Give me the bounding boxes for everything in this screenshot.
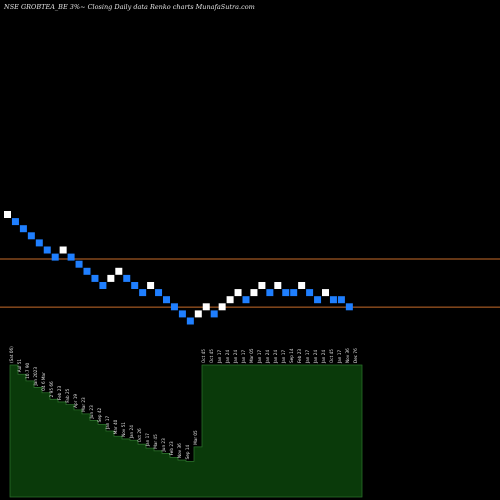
price-label: Oct 45: [329, 349, 334, 363]
renko-brick: [329, 296, 337, 304]
renko-brick: [147, 282, 155, 289]
price-label: 04 6 Mar: [41, 372, 46, 391]
renko-brick: [35, 239, 43, 247]
renko-brick: [210, 310, 218, 318]
renko-brick: [115, 267, 123, 275]
price-label: Jan 17: [241, 350, 246, 364]
price-label: Feb 23: [57, 386, 62, 400]
price-label: 10.7 90: [25, 363, 30, 379]
renko-brick: [345, 303, 353, 311]
price-label: Jan 24: [313, 350, 318, 364]
renko-brick: [226, 296, 234, 304]
renko-brick: [234, 289, 242, 297]
price-label: Sep 14: [289, 348, 294, 363]
price-label: Apr 19: [73, 394, 78, 408]
renko-brick: [306, 289, 314, 297]
price-label: Sep 14: [185, 444, 190, 459]
renko-brick: [99, 282, 107, 289]
renko-brick: [298, 282, 306, 289]
price-label: Jan 17: [145, 433, 150, 447]
renko-brick: [170, 303, 178, 311]
renko-brick: [123, 274, 131, 282]
renko-brick: [19, 225, 27, 233]
price-label: Jan 24: [129, 425, 134, 439]
price-label: Jan 24: [265, 350, 270, 364]
price-label: Jan 24: [321, 350, 326, 364]
price-label: Nov 36: [177, 443, 182, 458]
price-label: Jan 2023: [33, 367, 38, 387]
renko-brick: [67, 253, 75, 261]
renko-brick: [266, 289, 274, 297]
renko-brick: [186, 317, 194, 325]
price-label: Aul 51: [17, 359, 22, 373]
renko-brick: [218, 303, 226, 311]
renko-brick: [250, 289, 258, 297]
renko-brick: [337, 296, 345, 304]
renko-brick: [178, 310, 186, 318]
price-label: Nov 36: [345, 348, 350, 363]
price-label: Feb 23: [169, 441, 174, 455]
price-label: Jun 23: [161, 438, 166, 453]
renko-brick: [258, 282, 266, 289]
price-label: Dec 76: [353, 348, 358, 363]
price-label: Jun 23: [89, 405, 94, 420]
renko-brick: [75, 260, 83, 268]
price-label: Sep 42: [97, 408, 102, 423]
renko-brick: [322, 289, 329, 297]
price-label: Jan 17: [105, 416, 110, 430]
price-label: Jan 24: [225, 350, 230, 364]
renko-brick: [290, 289, 298, 297]
price-label: 2 95 66: [49, 381, 54, 397]
renko-brick: [51, 253, 59, 261]
chart-title: NSE GROBTEA_BE 3%~ Closing Daily data Re…: [4, 3, 255, 11]
renko-brick: [131, 282, 139, 289]
price-label: Oct 45: [201, 349, 206, 363]
renko-brick: [4, 211, 11, 218]
price-label: Mar 40: [113, 419, 118, 434]
renko-brick: [83, 267, 91, 275]
price-label: Jan 17: [305, 350, 310, 364]
renko-brick: [139, 289, 147, 297]
renko-brick: [91, 274, 99, 282]
price-label: Jan 17: [257, 350, 262, 364]
renko-brick: [274, 282, 282, 289]
price-label: Fab 25: [65, 388, 70, 402]
price-label: Jan 17: [281, 350, 286, 364]
price-label: (Sat 06): [9, 346, 14, 363]
price-label: Mar 05: [249, 348, 254, 363]
renko-brick: [27, 232, 35, 240]
price-label: Mar 23: [81, 397, 86, 412]
renko-brick: [242, 296, 250, 304]
renko-brick: [11, 218, 19, 226]
price-label: Oct 45: [209, 349, 214, 363]
renko-brick: [163, 296, 170, 304]
renko-brick: [59, 246, 67, 254]
price-label: Mar 45: [153, 434, 158, 449]
renko-brick: [43, 246, 51, 254]
renko-brick: [282, 289, 290, 297]
price-label: Jan 17: [217, 350, 222, 364]
price-label: Mar 05: [193, 430, 198, 445]
price-label: Feb 23: [297, 349, 302, 363]
renko-brick: [155, 289, 163, 297]
renko-brick: [107, 274, 115, 282]
price-label: Oct 26: [137, 428, 142, 442]
volume-area: [9, 364, 363, 498]
price-label: Nov 51: [121, 422, 126, 437]
renko-brick: [314, 296, 322, 304]
renko-brick: [202, 303, 210, 311]
price-label: Jan 24: [233, 350, 238, 364]
price-label: Jan 24: [273, 350, 278, 364]
price-label: Jan 17: [337, 350, 342, 364]
renko-brick: [194, 310, 202, 318]
